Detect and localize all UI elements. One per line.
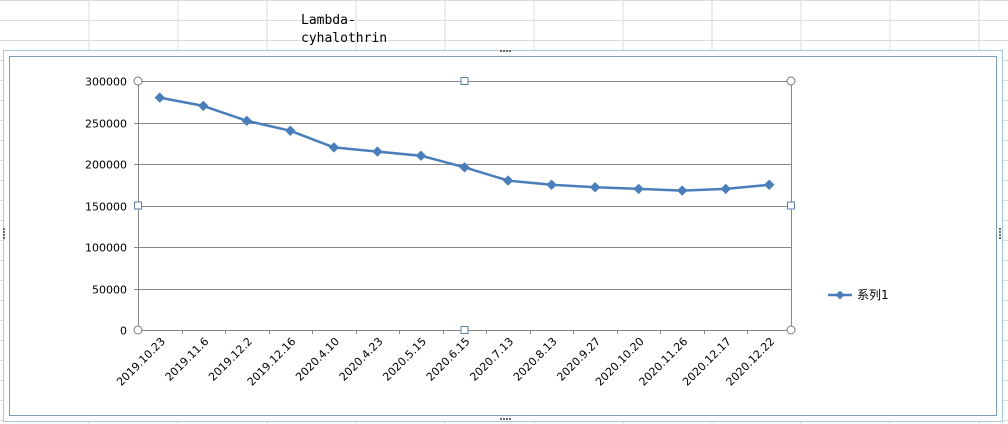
legend-marker-swatch [835,290,845,300]
plot-side-handle-1[interactable] [460,326,469,334]
data-point-1[interactable] [198,100,209,112]
data-point-9[interactable] [546,179,557,190]
data-point-10[interactable] [589,182,601,193]
data-point-2[interactable] [241,115,253,127]
y-tick-label: 100000 [85,242,127,255]
chart-resize-grip-1[interactable] [500,418,511,420]
data-point-5[interactable] [372,146,383,157]
y-tick-label: 250000 [85,118,127,131]
chart-resize-grip-3[interactable] [999,228,1001,239]
legend-label: 系列1 [857,288,889,302]
y-tick-label: 50000 [92,284,127,297]
data-point-3[interactable] [285,125,296,137]
y-tick-label: 150000 [85,201,127,214]
plot-side-handle-2[interactable] [134,201,142,210]
data-point-6[interactable] [415,150,427,161]
data-point-13[interactable] [720,183,731,195]
plot-corner-handle-1[interactable] [786,76,796,86]
y-tick-label: 300000 [85,76,127,89]
plot-corner-handle-3[interactable] [786,325,796,335]
y-tick-label: 200000 [85,159,127,172]
chart-frame-layer [3,50,1003,422]
data-point-14[interactable] [764,179,775,190]
chart-inner-border [9,56,997,416]
data-point-11[interactable] [633,183,644,195]
plot-corner-handle-0[interactable] [133,76,143,86]
data-point-0[interactable] [154,92,165,103]
chart-resize-grip-2[interactable] [3,228,5,239]
data-point-4[interactable] [328,142,340,153]
line-chart: 0500001000001500002000002500003000002019… [3,50,1003,422]
legend[interactable]: 系列1 [828,288,889,302]
plot-corner-handle-2[interactable] [133,325,143,335]
chart-resize-grip-0[interactable] [500,50,511,52]
data-point-12[interactable] [676,185,688,196]
cell-text[interactable]: Lambda-cyhalothrin [301,13,388,46]
y-tick-label: 0 [120,325,127,338]
plot-side-handle-0[interactable] [460,77,469,85]
chart-object[interactable]: 0 50000 100000 150000 200000 250000 300000 2019… [3,50,1003,422]
chart-outer-border [3,50,1003,422]
data-point-7[interactable] [459,162,470,173]
legend-entry[interactable]: 系列1 [828,288,889,302]
plot-side-handle-3[interactable] [787,201,795,210]
data-point-8[interactable] [502,175,514,186]
